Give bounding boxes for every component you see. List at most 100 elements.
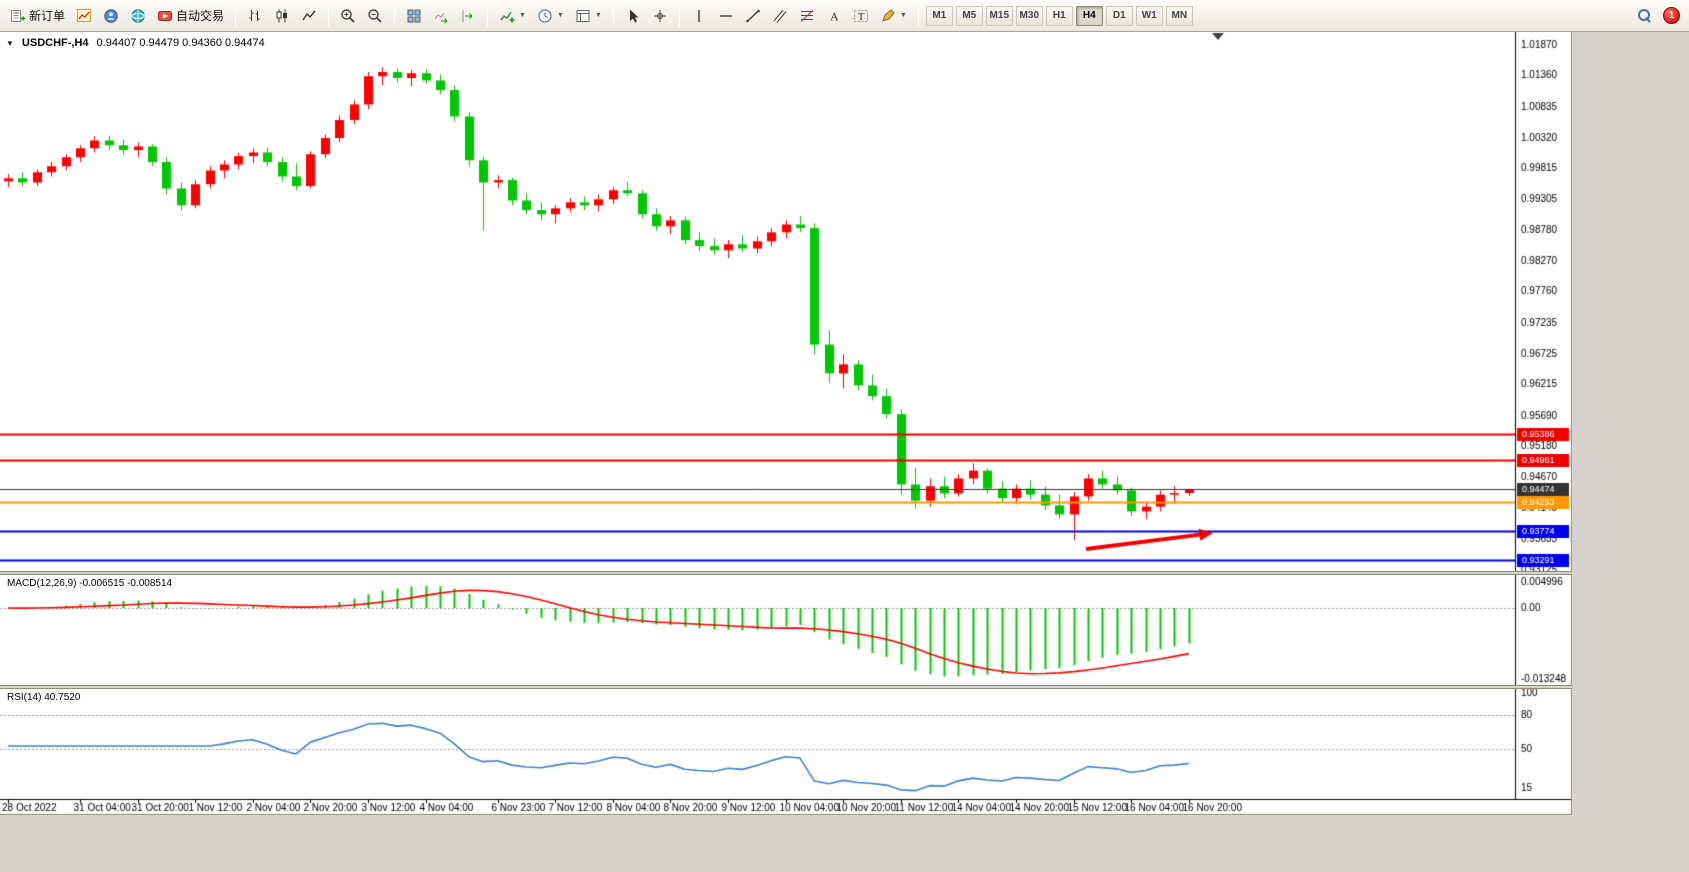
toolbar-separator — [328, 5, 330, 26]
line-chart-icon — [301, 8, 317, 24]
timeframe-toolbar: M1 M5 M15 M30 H1 H4 D1 W1 MN — [925, 5, 1194, 26]
main-toolbar: 新订单 自动交易 — [0, 0, 1689, 32]
new-chart-button[interactable] — [71, 4, 97, 28]
notifications-badge[interactable]: 1 — [1663, 7, 1680, 24]
timeframe-button[interactable]: M1 — [925, 5, 953, 26]
text-icon: A — [826, 8, 842, 24]
clock-icon — [537, 8, 553, 24]
bar-chart-button[interactable] — [242, 4, 268, 28]
zoom-in-icon — [340, 8, 356, 24]
rsi-panel-resize-handle[interactable] — [0, 685, 1572, 689]
symbol-period-label: USDCHF-,H4 — [21, 37, 89, 49]
auto-scroll-icon — [433, 8, 449, 24]
crosshair-icon — [652, 8, 668, 24]
indicators-icon — [499, 8, 515, 24]
text-button[interactable]: A — [821, 4, 847, 28]
pointer-group — [620, 4, 673, 28]
svg-text:T: T — [858, 11, 865, 23]
svg-text:A: A — [830, 9, 839, 23]
chart-title: ▼ USDCHF-,H4 0.94407 0.94479 0.94360 0.9… — [6, 37, 265, 49]
workspace-background — [0, 815, 1572, 872]
toolbar-separator — [917, 5, 919, 26]
timeframe-button[interactable]: M30 — [1015, 5, 1043, 26]
chevron-down-icon: ▼ — [556, 12, 564, 19]
rsi-indicator-label: RSI(14) 40.7520 — [7, 692, 81, 703]
macd-indicator-label: MACD(12,26,9) -0.006515 -0.008514 — [7, 578, 173, 589]
profiles-icon — [103, 8, 119, 24]
arrow-objects-icon — [880, 8, 896, 24]
toolbar-separator — [394, 5, 396, 26]
market-watch-button[interactable] — [125, 4, 151, 28]
fibonacci-icon — [799, 8, 815, 24]
macd-panel-resize-handle[interactable] — [0, 571, 1572, 575]
ohlc-values: 0.94407 0.94479 0.94360 0.94474 — [96, 37, 265, 49]
trendline-icon — [745, 8, 761, 24]
timeframe-button[interactable]: D1 — [1105, 5, 1133, 26]
periods-button[interactable]: ▼ — [532, 4, 569, 28]
zoom-out-icon — [367, 8, 383, 24]
candlestick-chart-button[interactable] — [269, 4, 295, 28]
candlestick-icon — [274, 8, 290, 24]
chevron-down-icon: ▼ — [899, 12, 907, 19]
toolbar-separator — [678, 5, 680, 26]
text-label-button[interactable]: T — [848, 4, 874, 28]
fibonacci-button[interactable] — [794, 4, 820, 28]
horizontal-line-button[interactable] — [713, 4, 739, 28]
search-button[interactable] — [1633, 4, 1657, 28]
market-watch-icon — [130, 8, 146, 24]
new-order-button[interactable]: 新订单 — [5, 4, 70, 28]
new-order-label: 新订单 — [29, 9, 66, 23]
timeframe-button[interactable]: H1 — [1045, 5, 1073, 26]
horizontal-line-icon — [718, 8, 734, 24]
auto-trading-label: 自动交易 — [176, 9, 225, 23]
auto-scroll-button[interactable] — [428, 4, 454, 28]
zoom-in-button[interactable] — [335, 4, 361, 28]
crosshair-button[interactable] — [647, 4, 673, 28]
chevron-down-icon: ▼ — [594, 12, 602, 19]
auto-trading-button[interactable]: 自动交易 — [152, 4, 229, 28]
trendline-button[interactable] — [740, 4, 766, 28]
channel-icon — [772, 8, 788, 24]
timeframe-button[interactable]: MN — [1165, 5, 1193, 26]
timeframe-button[interactable]: W1 — [1135, 5, 1163, 26]
chart-tools-group: ▼ ▼ ▼ — [494, 4, 607, 28]
timeframe-button[interactable]: M15 — [985, 5, 1013, 26]
chevron-down-icon: ▼ — [519, 12, 526, 19]
vertical-line-icon — [691, 8, 707, 24]
new-order-icon — [10, 8, 26, 24]
ohlc-bars-icon — [247, 8, 263, 24]
template-icon — [575, 8, 591, 24]
timeframe-button[interactable]: M5 — [955, 5, 983, 26]
channel-button[interactable] — [767, 4, 793, 28]
one-click-trading-toggle-icon[interactable]: ▼ — [6, 38, 14, 48]
toolbar-separator — [612, 5, 614, 26]
timeframe-button[interactable]: H4 — [1075, 5, 1103, 26]
indicators-button[interactable]: ▼ — [494, 4, 531, 28]
chart-shift-button[interactable] — [455, 4, 481, 28]
toolbar-separator — [235, 5, 237, 26]
tile-windows-button[interactable] — [401, 4, 427, 28]
workspace-background — [1572, 32, 1689, 872]
cursor-icon — [625, 8, 641, 24]
toolbar-separator — [487, 5, 489, 26]
standard-toolbar-group: 新订单 自动交易 — [5, 4, 229, 28]
line-chart-button[interactable] — [296, 4, 322, 28]
line-studies-group: A T ▼ — [686, 4, 912, 28]
arrows-button[interactable]: ▼ — [875, 4, 912, 28]
chart-type-group — [242, 4, 322, 28]
new-chart-icon — [76, 8, 92, 24]
window-group — [401, 4, 481, 28]
search-icon — [1638, 8, 1652, 23]
text-label-icon: T — [853, 8, 869, 24]
zoom-out-button[interactable] — [362, 4, 388, 28]
templates-button[interactable]: ▼ — [570, 4, 607, 28]
cursor-button[interactable] — [620, 4, 646, 28]
profiles-button[interactable] — [98, 4, 124, 28]
chart-shift-icon — [460, 8, 476, 24]
zoom-group — [335, 4, 388, 28]
vertical-line-button[interactable] — [686, 4, 712, 28]
tile-windows-icon — [406, 8, 422, 24]
auto-trading-icon — [157, 8, 173, 24]
